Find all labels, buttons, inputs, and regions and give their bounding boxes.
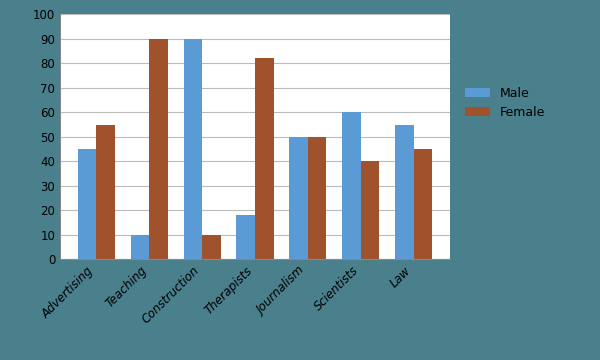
Bar [361,161,379,259]
Bar [255,58,274,259]
Bar [343,112,361,259]
Legend: Male, Female: Male, Female [460,82,551,124]
Bar [202,235,221,259]
Bar [414,149,432,259]
Bar [395,125,414,259]
Bar [289,137,308,259]
Bar [236,215,255,259]
Bar [78,149,96,259]
Bar [308,137,326,259]
Bar [96,125,115,259]
Bar [149,39,167,259]
Bar [131,235,149,259]
Bar [184,39,202,259]
